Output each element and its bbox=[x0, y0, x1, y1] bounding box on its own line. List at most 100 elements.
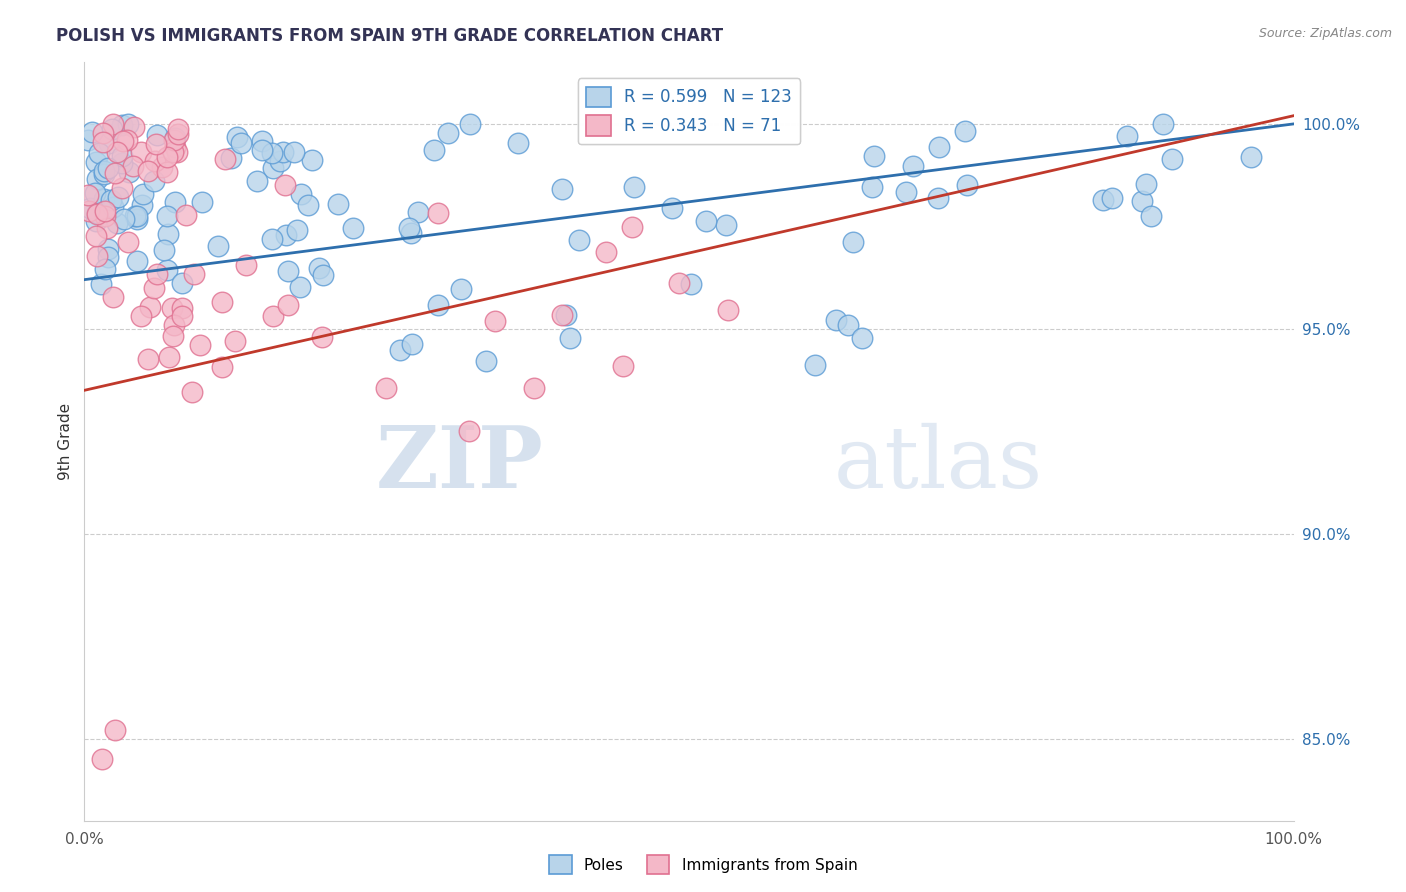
Point bbox=[100, 193, 122, 207]
Point bbox=[1101, 191, 1123, 205]
Point bbox=[955, 124, 977, 138]
Point bbox=[83, 186, 105, 201]
Point bbox=[229, 136, 252, 151]
Point bbox=[1116, 128, 1139, 143]
Point bbox=[211, 360, 233, 375]
Point bbox=[374, 381, 396, 395]
Point bbox=[956, 178, 979, 193]
Point bbox=[93, 192, 115, 206]
Point bbox=[166, 122, 188, 136]
Point bbox=[474, 354, 496, 368]
Point bbox=[77, 204, 100, 219]
Point bbox=[863, 149, 886, 163]
Point bbox=[94, 209, 117, 223]
Point bbox=[308, 260, 330, 275]
Point bbox=[84, 214, 107, 228]
Point bbox=[145, 128, 167, 143]
Point bbox=[550, 182, 572, 196]
Point bbox=[105, 145, 128, 159]
Point bbox=[211, 294, 233, 309]
Point bbox=[136, 164, 159, 178]
Point bbox=[165, 140, 187, 154]
Point bbox=[312, 268, 335, 282]
Point bbox=[163, 318, 186, 332]
Point bbox=[97, 243, 120, 257]
Point bbox=[301, 153, 323, 167]
Text: Source: ZipAtlas.com: Source: ZipAtlas.com bbox=[1258, 27, 1392, 40]
Point bbox=[79, 201, 101, 215]
Point bbox=[1140, 210, 1163, 224]
Point bbox=[174, 208, 197, 222]
Point bbox=[131, 198, 153, 212]
Point bbox=[117, 117, 139, 131]
Point bbox=[90, 277, 112, 291]
Point bbox=[94, 203, 117, 218]
Point bbox=[297, 198, 319, 212]
Point bbox=[389, 343, 412, 358]
Point bbox=[145, 137, 167, 152]
Point bbox=[167, 127, 190, 141]
Point bbox=[274, 178, 297, 193]
Point bbox=[105, 216, 128, 230]
Point bbox=[101, 289, 124, 303]
Point bbox=[111, 149, 134, 163]
Point bbox=[112, 134, 135, 148]
Point bbox=[623, 179, 645, 194]
Point bbox=[91, 135, 114, 149]
Point bbox=[426, 298, 449, 312]
Point bbox=[91, 752, 114, 766]
Point bbox=[277, 298, 299, 312]
Point bbox=[94, 262, 117, 277]
Point bbox=[555, 308, 578, 322]
Point bbox=[290, 186, 312, 201]
Point bbox=[612, 359, 634, 373]
Point bbox=[342, 220, 364, 235]
Point bbox=[1130, 194, 1153, 208]
Point bbox=[450, 282, 472, 296]
Point bbox=[93, 167, 115, 181]
Point bbox=[80, 125, 103, 139]
Point bbox=[1091, 194, 1114, 208]
Point bbox=[104, 723, 127, 738]
Point bbox=[97, 161, 120, 175]
Point bbox=[804, 359, 827, 373]
Point bbox=[160, 301, 183, 315]
Point bbox=[288, 279, 311, 293]
Point bbox=[277, 263, 299, 277]
Point bbox=[523, 381, 546, 395]
Point bbox=[77, 188, 100, 202]
Point bbox=[190, 194, 212, 209]
Legend: R = 0.599   N = 123, R = 0.343   N = 71: R = 0.599 N = 123, R = 0.343 N = 71 bbox=[578, 78, 800, 144]
Point bbox=[115, 133, 138, 147]
Point bbox=[269, 153, 291, 168]
Point bbox=[894, 185, 917, 199]
Point bbox=[214, 152, 236, 166]
Point bbox=[118, 164, 141, 178]
Point bbox=[170, 309, 193, 323]
Point bbox=[457, 424, 479, 438]
Point bbox=[837, 318, 859, 333]
Point bbox=[124, 209, 146, 223]
Point bbox=[163, 195, 186, 210]
Point bbox=[86, 206, 108, 220]
Point bbox=[224, 334, 246, 348]
Point bbox=[111, 118, 134, 132]
Point bbox=[862, 180, 884, 194]
Point bbox=[103, 166, 125, 180]
Point bbox=[328, 196, 350, 211]
Point bbox=[1239, 150, 1261, 164]
Point bbox=[458, 117, 481, 131]
Point bbox=[274, 227, 297, 242]
Point bbox=[436, 126, 458, 140]
Point bbox=[842, 235, 865, 249]
Point bbox=[107, 190, 129, 204]
Point bbox=[183, 268, 205, 282]
Point bbox=[1160, 152, 1182, 166]
Point bbox=[156, 262, 179, 277]
Point bbox=[851, 331, 873, 345]
Point bbox=[595, 245, 617, 260]
Point bbox=[93, 126, 115, 140]
Point bbox=[568, 233, 591, 247]
Point bbox=[262, 310, 284, 324]
Point bbox=[97, 136, 120, 150]
